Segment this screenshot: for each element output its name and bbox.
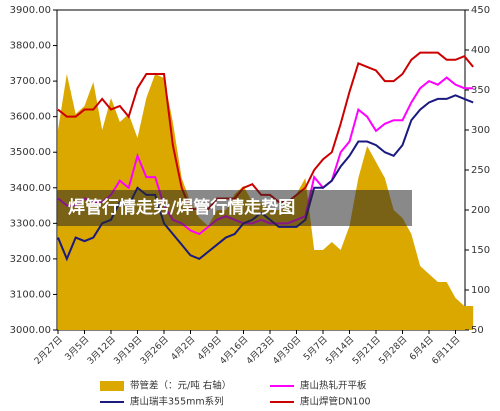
x-tick-label: 3月19日 — [112, 334, 145, 367]
y2-tick-label: 300 — [471, 125, 490, 136]
x-tick-label: 3月26日 — [138, 334, 171, 367]
y-tick-label: 3100.00 — [10, 289, 51, 300]
y-tick-label: 3200.00 — [10, 254, 51, 265]
x-tick-label: 4月2日 — [169, 334, 198, 363]
x-tick-label: 5月21日 — [350, 334, 383, 367]
legend-label: 唐山焊管DN100 — [300, 396, 371, 408]
y-tick-label: 3900.00 — [10, 5, 51, 16]
x-tick-label: 4月23日 — [244, 334, 277, 367]
legend-label: 唐山热轧开平板 — [300, 380, 367, 392]
watermark-band — [57, 190, 412, 226]
legend-label: 带管差（：元/吨 右轴） — [130, 380, 231, 392]
y2-tick-label: 250 — [471, 165, 490, 176]
legend-swatch — [100, 381, 124, 391]
y2-tick-label: 150 — [471, 245, 490, 256]
x-tick-label: 6月11日 — [430, 334, 463, 367]
y2-tick-label: 200 — [471, 205, 490, 216]
x-tick-label: 3月12日 — [85, 334, 118, 367]
x-tick-label: 4月16日 — [218, 334, 251, 367]
x-tick-label: 2月27日 — [32, 334, 65, 367]
y2-tick-label: 350 — [471, 85, 490, 96]
watermark: 焊管行情走势/焊管行情走势图 — [68, 197, 295, 218]
legend-label: 唐山瑞丰355mm系列 — [130, 396, 224, 408]
y-tick-label: 3400.00 — [10, 183, 51, 194]
area — [58, 74, 474, 330]
y-tick-label: 3800.00 — [10, 41, 51, 52]
x-tick-label: 4月30日 — [271, 334, 304, 367]
x-tick-label: 5月14日 — [324, 334, 357, 367]
y-tick-label: 3300.00 — [10, 218, 51, 229]
y-tick-label: 3700.00 — [10, 76, 51, 87]
y2-tick-label: 100 — [471, 285, 490, 296]
y-tick-label: 3000.00 — [10, 325, 51, 336]
y-tick-label: 3500.00 — [10, 147, 51, 158]
y-tick-label: 3600.00 — [10, 112, 51, 123]
y2-tick-label: 400 — [471, 45, 490, 56]
y2-tick-label: 450 — [471, 5, 490, 16]
y2-tick-label: 50 — [471, 325, 484, 336]
x-tick-label: 5月28日 — [377, 334, 410, 367]
